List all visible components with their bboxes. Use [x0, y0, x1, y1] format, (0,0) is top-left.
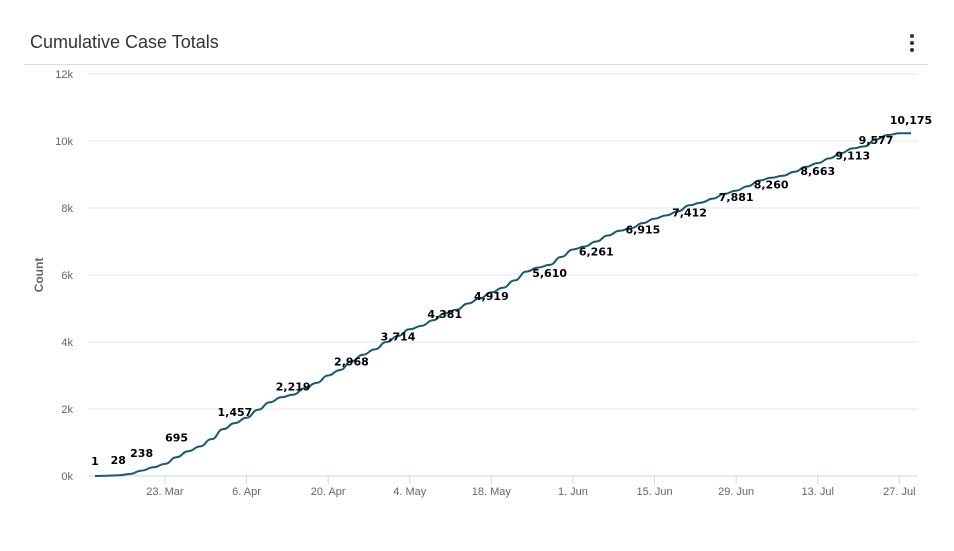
data-label: 2,968: [334, 356, 369, 369]
data-label: 10,175: [890, 114, 932, 127]
data-label: 695: [165, 432, 188, 445]
data-label: 4,381: [427, 308, 462, 321]
x-tick-label: 18. May: [472, 486, 512, 498]
grid-lines: [88, 73, 918, 477]
y-tick-label: 8k: [61, 203, 73, 215]
x-tick-label: 6. Apr: [232, 486, 261, 498]
y-axis-title: Count: [32, 258, 46, 293]
y-tick-label: 10k: [55, 136, 73, 148]
data-label: 5,610: [532, 267, 567, 280]
data-labels: 1 28 238 695 1,457 2,219 2,968 3,714 4,381 4,919 5…: [91, 114, 932, 468]
data-label: 28: [111, 454, 126, 467]
data-label: 8,663: [800, 165, 835, 178]
y-tick-label: 12k: [55, 69, 73, 81]
x-tick-label: 29. Jun: [718, 486, 754, 498]
data-label: 6,915: [625, 223, 660, 236]
data-label: 7,881: [719, 191, 754, 204]
series-line: [94, 132, 911, 477]
series-group: [94, 132, 911, 477]
y-axis: 0k 2k 4k 6k 8k 10k 12k: [55, 69, 73, 483]
x-tick-label: 13. Jul: [802, 486, 834, 498]
x-tick-label: 1. Jun: [558, 486, 588, 498]
data-label: 2,219: [276, 381, 311, 394]
data-label: 9,113: [835, 150, 870, 163]
x-tick-label: 15. Jun: [636, 486, 672, 498]
menu-dot: [910, 48, 914, 52]
x-tick-label: 20. Apr: [311, 486, 346, 498]
y-tick-label: 0k: [61, 471, 73, 483]
x-tick-label: 23. Mar: [146, 486, 184, 498]
menu-dot: [910, 41, 914, 45]
card-header: Cumulative Case Totals: [24, 20, 928, 65]
data-label: 6,261: [579, 245, 614, 258]
y-tick-label: 2k: [61, 404, 73, 416]
data-label: 4,919: [474, 290, 509, 303]
data-label: 7,412: [672, 207, 707, 220]
kebab-menu-icon[interactable]: [902, 32, 922, 54]
data-label: 1: [91, 455, 99, 468]
data-label: 8,260: [754, 178, 789, 191]
chart-title: Cumulative Case Totals: [30, 32, 219, 52]
y-tick-label: 4k: [61, 337, 73, 349]
y-tick-label: 6k: [61, 270, 73, 282]
x-axis: 23. Mar 6. Apr 20. Apr 4. May 18. May 1. Jun 1…: [146, 476, 916, 498]
menu-dot: [910, 34, 914, 38]
x-tick-label: 4. May: [393, 486, 427, 498]
data-label: 1,457: [217, 406, 252, 419]
x-tick-label: 27. Jul: [883, 486, 915, 498]
data-label: 9,577: [859, 134, 894, 147]
data-label: 238: [130, 447, 153, 460]
data-label: 3,714: [381, 331, 416, 344]
